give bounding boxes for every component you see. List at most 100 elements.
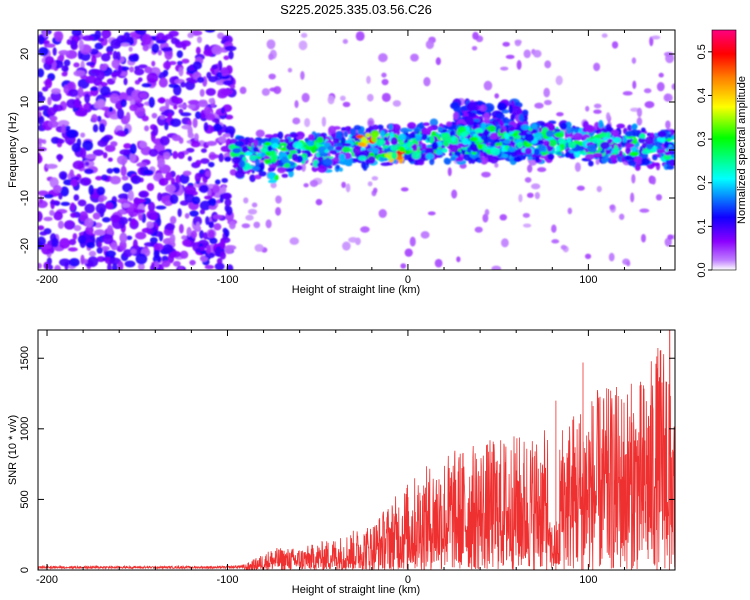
heatmap-cell — [134, 30, 147, 35]
heatmap-cell — [626, 260, 631, 267]
heatmap-cell — [129, 66, 135, 73]
heatmap-cell — [169, 193, 179, 204]
heatmap-cell — [513, 156, 522, 162]
heatmap-cell — [349, 128, 357, 136]
heatmap-cell — [148, 96, 155, 108]
heatmap-cell — [275, 195, 282, 204]
heatmap-cell — [72, 160, 85, 170]
colorbar-tick-label: 0.2 — [696, 175, 708, 190]
heatmap-cell — [371, 176, 379, 181]
heatmap-cell — [80, 132, 86, 138]
heatmap-cell — [477, 159, 482, 164]
heatmap-cell — [172, 150, 178, 159]
heatmap-cell — [38, 106, 45, 111]
heatmap-cell — [293, 141, 303, 150]
heatmap-cell — [42, 40, 50, 45]
heatmap-cell — [102, 234, 114, 245]
heatmap-cell — [181, 58, 190, 64]
heatmap-cell — [494, 162, 499, 168]
heatmap-cell — [220, 106, 226, 114]
heatmap-cell — [272, 133, 280, 138]
heatmap-cell — [276, 166, 287, 174]
heatmap-hot-spot — [365, 132, 371, 138]
heatmap-cell — [158, 72, 166, 80]
heatmap-cell — [60, 186, 69, 197]
heatmap-cell — [229, 84, 236, 90]
heatmap-cell — [157, 49, 163, 56]
heatmap-cell — [501, 238, 509, 248]
heatmap-cell — [481, 171, 491, 178]
heatmap-cell — [328, 125, 337, 134]
heatmap-cell — [431, 141, 439, 151]
heatmap-cell — [568, 152, 576, 160]
heatmap-cell — [129, 152, 137, 163]
heatmap-hot-spot — [358, 142, 366, 147]
heatmap-cell — [110, 214, 121, 223]
heatmap-cell — [338, 167, 343, 172]
heatmap-cell — [568, 141, 577, 149]
heatmap-cell — [366, 93, 374, 102]
heatmap-cell — [482, 144, 488, 152]
heatmap-cell — [510, 113, 515, 121]
heatmap-cell — [155, 205, 167, 210]
heatmap-cell — [411, 150, 421, 160]
heatmap-cell — [657, 130, 667, 138]
heatmap-cell — [68, 88, 79, 97]
heatmap-cell — [271, 154, 277, 164]
heatmap-cell — [254, 243, 264, 252]
heatmap-cell — [157, 158, 166, 168]
heatmap-cell — [457, 142, 463, 149]
heatmap-cell — [187, 156, 192, 162]
heatmap-cell — [189, 210, 199, 217]
heatmap-cell — [101, 30, 112, 39]
heatmap-cell — [644, 101, 655, 109]
heatmap-cell — [38, 196, 43, 204]
heatmap-cell — [270, 182, 277, 189]
heatmap-cell — [96, 256, 106, 263]
heatmap-cell — [344, 126, 352, 132]
heatmap-cell — [38, 152, 42, 164]
heatmap-cell — [82, 139, 94, 151]
colorbar-tick-label: 0.0 — [696, 262, 708, 277]
heatmap-cell — [543, 140, 550, 147]
heatmap-cell — [159, 115, 166, 120]
heatmap-cell — [164, 33, 174, 40]
heatmap-cell — [631, 173, 636, 184]
heatmap-cell — [446, 121, 453, 127]
heatmap-cells — [38, 30, 675, 270]
heatmap-cell — [367, 155, 376, 165]
heatmap-cell — [173, 104, 178, 110]
heatmap-cell — [480, 122, 487, 131]
heatmap-cell — [634, 163, 641, 171]
heatmap-cell — [45, 163, 58, 169]
heatmap-cell — [96, 81, 108, 87]
heatmap-cell — [301, 162, 306, 172]
heatmap-cell — [224, 244, 234, 255]
heatmap-cell — [221, 192, 232, 200]
heatmap-cell — [209, 237, 218, 245]
heatmap-cell — [225, 114, 234, 120]
heatmap-cell — [96, 247, 103, 254]
heatmap-cell — [605, 132, 612, 139]
heatmap-cell — [607, 138, 612, 145]
heatmap-cell — [656, 136, 666, 143]
heatmap-cell — [138, 191, 148, 198]
heatmap-cell — [435, 57, 441, 66]
heatmap-cell — [279, 139, 285, 143]
heatmap-cell — [462, 137, 470, 145]
heatmap-cell — [95, 175, 103, 181]
heatmap-cell — [144, 125, 150, 132]
heatmap-hot-spot — [370, 130, 380, 138]
heatmap-cell — [243, 197, 249, 204]
heatmap-cell — [245, 214, 254, 221]
heatmap-cell — [238, 160, 246, 168]
heatmap-cell — [641, 158, 651, 165]
heatmap-cell — [38, 211, 43, 222]
heatmap-cell — [119, 232, 128, 244]
heatmap-cell — [284, 138, 290, 144]
heatmap-cell — [54, 30, 64, 42]
heatmap-cell — [219, 251, 226, 260]
heatmap-cell — [371, 124, 379, 131]
heatmap-cell — [596, 185, 602, 193]
